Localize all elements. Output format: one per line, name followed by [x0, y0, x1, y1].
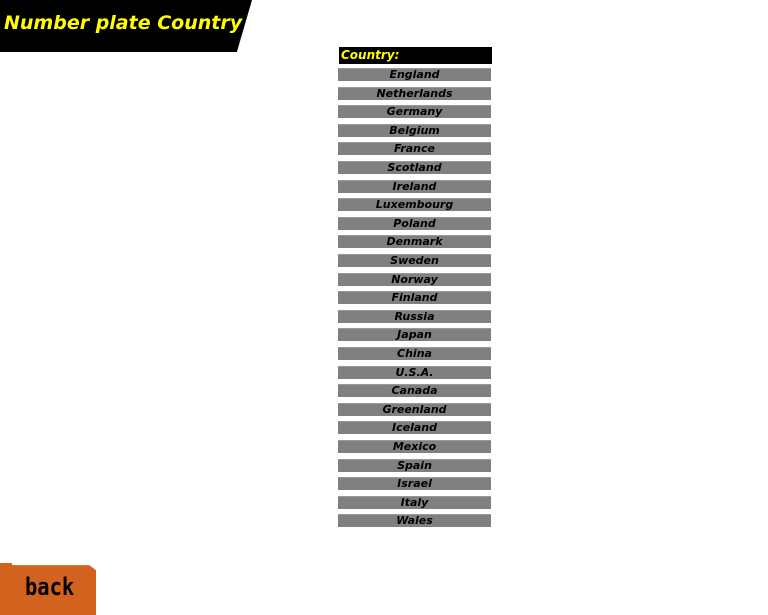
country-item-norway[interactable]: Norway — [338, 272, 491, 286]
country-item-spain[interactable]: Spain — [338, 458, 491, 472]
country-item-sweden[interactable]: Sweden — [338, 254, 491, 267]
country-item-greenland[interactable]: Greenland — [338, 402, 491, 416]
back-label: back — [25, 573, 75, 601]
country-heading-label: Country: — [341, 48, 400, 62]
country-item-wales[interactable]: Wales — [338, 514, 491, 528]
country-item-usa[interactable]: U.S.A. — [338, 365, 491, 379]
country-item-russia[interactable]: Russia — [338, 309, 491, 323]
country-item-mexico[interactable]: Mexico — [338, 440, 491, 453]
country-item-netherlands[interactable]: Netherlands — [338, 86, 491, 100]
country-item-england[interactable]: England — [338, 68, 491, 81]
country-item-france[interactable]: France — [338, 142, 491, 156]
country-item-finland[interactable]: Finland — [338, 291, 491, 305]
country-item-iceland[interactable]: Iceland — [338, 421, 491, 435]
country-item-germany[interactable]: Germany — [338, 105, 491, 119]
back-button[interactable]: back — [0, 563, 96, 615]
country-item-italy[interactable]: Italy — [338, 495, 491, 509]
country-item-japan[interactable]: Japan — [338, 328, 491, 342]
country-item-denmark[interactable]: Denmark — [338, 235, 491, 249]
country-list-heading: Country: — [339, 47, 492, 64]
country-item-china[interactable]: China — [338, 347, 491, 360]
title-bar: Number plate Country — [0, 0, 252, 52]
country-item-poland[interactable]: Poland — [338, 216, 491, 230]
country-item-belgium[interactable]: Belgium — [338, 123, 491, 137]
page-title: Number plate Country — [4, 12, 243, 34]
country-item-luxembourg[interactable]: Luxembourg — [338, 198, 491, 212]
country-item-canada[interactable]: Canada — [338, 384, 491, 398]
country-item-scotland[interactable]: Scotland — [338, 161, 491, 174]
country-item-ireland[interactable]: Ireland — [338, 179, 491, 193]
country-item-israel[interactable]: Israel — [338, 477, 491, 491]
